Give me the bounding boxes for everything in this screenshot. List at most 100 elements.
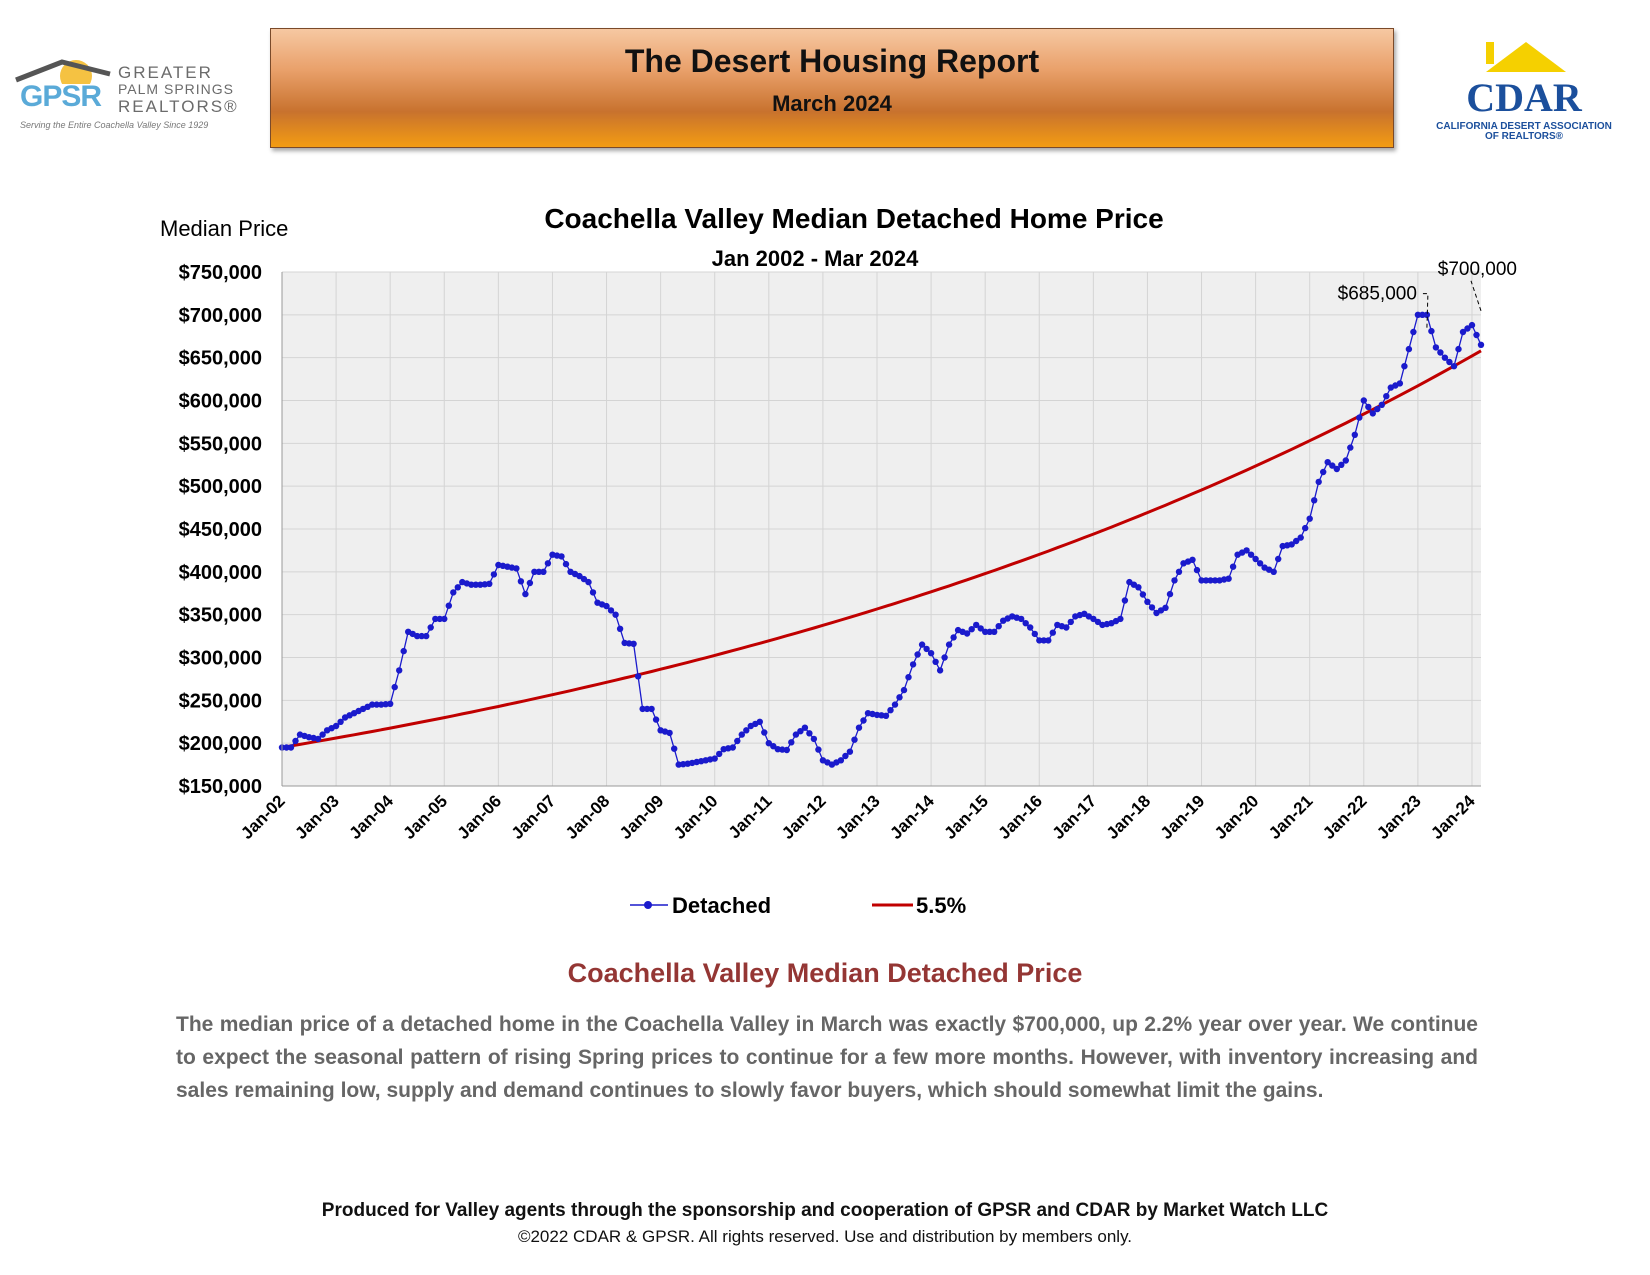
x-tick-label: Jan-24 [1427,791,1479,843]
detached-point [1018,615,1025,623]
detached-point [522,590,529,598]
detached-point [666,729,673,737]
detached-point [517,578,525,585]
detached-point [454,584,461,591]
detached-point [1306,515,1313,522]
detached-point [1256,560,1264,567]
detached-point [1207,577,1214,584]
x-tick-label: Jan-03 [291,791,343,843]
detached-point [1229,563,1237,570]
detached-point [1365,403,1372,411]
detached-point [607,607,615,614]
detached-point [1135,584,1142,591]
detached-point [1275,555,1282,563]
x-tick-label: Jan-14 [886,791,938,843]
detached-point [1270,568,1277,575]
median-price-chart: Coachella Valley Median Detached Home Pr… [160,203,1517,918]
detached-point [743,727,750,734]
report-date: March 2024 [772,91,892,116]
x-tick-label: Jan-16 [995,791,1047,843]
detached-point [283,744,290,751]
detached-point [445,602,452,609]
detached-point [634,673,642,680]
detached-point [991,628,998,635]
detached-point [1347,444,1354,451]
detached-point [319,731,326,738]
x-tick-label: Jan-08 [562,791,614,843]
detached-point [423,632,430,640]
detached-point [1446,358,1453,366]
detached-point [468,581,475,588]
x-tick-label: Jan-05 [400,791,452,843]
detached-point [1144,598,1151,605]
detached-point [1464,325,1471,332]
y-tick-label: $200,000 [179,733,262,755]
detached-point [1396,380,1404,387]
detached-point [1121,597,1129,604]
detached-point [860,717,867,724]
detached-point [1063,624,1070,631]
detached-point [544,560,552,567]
detached-point [373,701,380,708]
commentary-paragraph: The median price of a detached home in t… [176,1013,1478,1102]
detached-point [1094,618,1102,626]
detached-point [909,661,917,668]
detached-point [1117,615,1124,623]
x-tick-label: Jan-04 [345,791,397,843]
gpsr-name: GREATER PALM SPRINGS REALTORS® [118,64,253,115]
gpsr-name-line2: PALM SPRINGS [118,81,234,97]
y-tick-label: $650,000 [179,348,262,370]
cdar-house-icon [1486,42,1566,72]
x-tick-label: Jan-07 [508,791,560,843]
detached-point [643,705,651,713]
detached-point [436,615,443,623]
annotation-685000: $685,000 [1338,284,1417,305]
annotation-leader-685 [1420,293,1429,328]
detached-point [1022,620,1029,627]
footer-credit: Produced for Valley agents through the s… [321,1200,1329,1221]
y-tick-label: $750,000 [179,262,262,284]
detached-point [585,578,592,586]
detached-point [400,647,407,655]
legend: Detached 5.5% [630,893,966,918]
detached-point [711,755,718,762]
detached-point [905,674,912,681]
x-tick-label: Jan-21 [1265,791,1317,843]
x-tick-label: Jan-12 [778,791,830,843]
x-tick-label: Jan-10 [670,791,722,843]
annotation-700000: $700,000 [1438,259,1517,280]
gpsr-name-line1: GREATER [118,63,213,82]
detached-point [801,724,809,731]
detached-point [900,686,908,694]
detached-point [982,628,989,635]
detached-point [418,632,425,640]
detached-point [1360,397,1368,404]
cdar-sub-line1: CALIFORNIA DESERT ASSOCIATION [1436,121,1612,132]
report-title: The Desert Housing Report [624,43,1040,79]
detached-point [1333,465,1341,473]
detached-point [391,683,398,691]
y-tick-label: $600,000 [179,391,262,413]
detached-point [589,589,597,596]
x-tick-label: Jan-19 [1157,791,1209,843]
legend-detached-label: Detached [672,893,771,918]
detached-point [1378,401,1386,408]
detached-point [1315,478,1322,486]
detached-point [973,621,980,629]
detached-point [1090,615,1097,623]
detached-point [1252,555,1259,563]
detached-point [797,728,804,735]
detached-point [580,575,588,583]
detached-point [1045,637,1052,644]
detached-point [977,625,984,632]
annotation-leader-700 [1470,280,1482,311]
detached-point [837,757,845,764]
detached-point [765,740,772,747]
detached-point [1468,321,1476,329]
detached-point [986,628,993,635]
x-tick-label: Jan-09 [616,791,668,843]
detached-point [1450,363,1458,370]
cdar-sub-line2: OF REALTORS® [1484,131,1564,142]
detached-point [441,615,448,623]
detached-point [855,724,863,731]
